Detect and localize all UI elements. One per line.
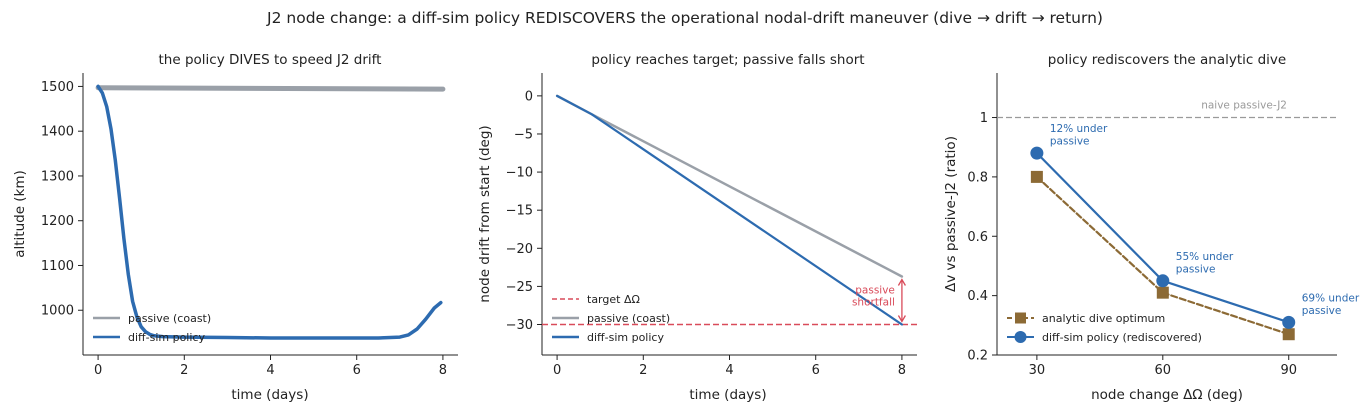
shortfall-label: shortfall [852, 296, 895, 308]
legend-label: diff-sim policy (rediscovered) [1042, 331, 1202, 344]
data-point-circle [1030, 146, 1044, 160]
series-line-policy [555, 94, 904, 326]
y-tick-label: −20 [506, 242, 533, 257]
x-tick-label: 90 [1280, 363, 1297, 378]
shortfall-arrow-head-up [897, 278, 906, 286]
x-tick-label: 60 [1155, 363, 1172, 378]
shortfall-label: passive [855, 284, 895, 296]
shortfall-arrow-head-down [897, 315, 906, 323]
data-point-square [1156, 286, 1169, 299]
y-tick-label: 1200 [41, 214, 74, 229]
x-tick-label: 0 [94, 363, 102, 378]
legend-label: target ΔΩ [587, 293, 640, 306]
x-tick-label: 6 [353, 363, 361, 378]
dv-ratio-chart-xlabel: node change ΔΩ (deg) [1091, 387, 1243, 403]
y-tick-label: 1100 [41, 259, 74, 274]
legend-label: analytic dive optimum [1042, 312, 1165, 325]
node-drift-chart-panel: policy reaches target; passive falls sho… [477, 52, 917, 403]
node-drift-chart-title: policy reaches target; passive falls sho… [591, 52, 864, 68]
y-tick-label: 0.4 [967, 289, 988, 304]
series-line-passive [555, 94, 904, 278]
dv-ratio-chart-ylabel: Δv vs passive-J2 (ratio) [943, 136, 959, 292]
data-point-square [1030, 170, 1043, 183]
y-tick-label: 1300 [41, 169, 74, 184]
altitude-chart-panel: the policy DIVES to speed J2 drift time … [12, 52, 458, 403]
node-drift-chart-xlabel: time (days) [689, 387, 766, 403]
improvement-annotation: passive [1176, 263, 1216, 275]
legend-label: diff-sim policy [587, 331, 664, 344]
y-tick-label: 0.8 [967, 170, 988, 185]
x-tick-label: 4 [725, 363, 733, 378]
y-tick-label: −10 [506, 166, 533, 181]
dv-ratio-chart-panel: policy rediscovers the analytic dive nod… [943, 52, 1360, 403]
x-tick-label: 2 [639, 363, 647, 378]
node-drift-chart-ylabel: node drift from start (deg) [477, 125, 493, 302]
y-tick-label: 0.2 [967, 349, 988, 364]
altitude-chart-xlabel: time (days) [231, 387, 308, 403]
y-tick-label: −30 [506, 318, 533, 333]
legend-label: diff-sim policy [128, 331, 205, 344]
improvement-annotation: 55% under [1176, 251, 1234, 263]
x-tick-label: 8 [439, 363, 447, 378]
y-tick-label: −15 [506, 204, 533, 219]
y-tick-label: 0 [525, 89, 533, 104]
series-line-passive [95, 85, 446, 92]
figure-title: J2 node change: a diff-sim policy REDISC… [266, 9, 1103, 27]
dv-ratio-chart-title: policy rediscovers the analytic dive [1048, 52, 1286, 68]
data-point-circle [1282, 315, 1296, 329]
y-tick-label: 1400 [41, 125, 74, 140]
improvement-annotation: 12% under [1050, 123, 1108, 135]
legend-marker-circle [1014, 331, 1027, 343]
altitude-chart-ylabel: altitude (km) [12, 170, 28, 258]
altitude-chart-title: the policy DIVES to speed J2 drift [159, 52, 382, 68]
x-tick-label: 8 [898, 363, 906, 378]
improvement-annotation: passive [1050, 136, 1090, 148]
y-tick-label: −25 [506, 280, 533, 295]
improvement-annotation: 69% under [1302, 292, 1360, 304]
data-point-square [1282, 328, 1295, 341]
series-line-policy [96, 84, 443, 340]
y-tick-label: 0.6 [967, 230, 988, 245]
y-tick-label: 1 [980, 111, 988, 126]
y-tick-label: −5 [514, 127, 533, 142]
x-tick-label: 0 [553, 363, 561, 378]
x-tick-label: 2 [180, 363, 188, 378]
x-tick-label: 4 [266, 363, 274, 378]
data-point-circle [1156, 274, 1170, 288]
improvement-annotation: passive [1302, 305, 1342, 317]
legend-label: passive (coast) [587, 312, 670, 325]
y-tick-label: 1000 [41, 304, 74, 319]
x-tick-label: 30 [1029, 363, 1046, 378]
legend-label: passive (coast) [128, 312, 211, 325]
legend-marker-square [1015, 312, 1026, 324]
x-tick-label: 6 [812, 363, 820, 378]
naive-passive-label: naive passive-J2 [1201, 100, 1287, 112]
y-tick-label: 1500 [41, 80, 74, 95]
